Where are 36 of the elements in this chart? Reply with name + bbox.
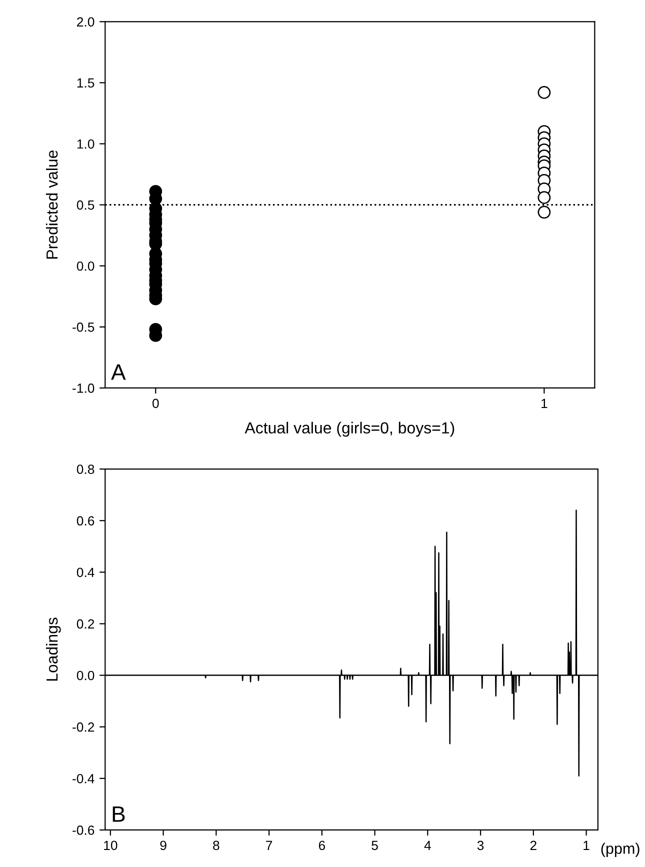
annotation: A <box>111 364 126 380</box>
y-axis-title: Predicted value <box>46 150 58 259</box>
y-tick-label: 0.0 <box>76 261 94 271</box>
y-tick-label: -0.6 <box>72 826 94 835</box>
x-tick-label: 2 <box>530 840 536 850</box>
x-tick-label: 7 <box>266 840 272 850</box>
x-tick-label: 3 <box>477 840 484 850</box>
y-tick-label: -0.2 <box>72 722 94 732</box>
x-tick-label: 10 <box>104 840 118 850</box>
point <box>538 206 551 219</box>
x-tick-label: 8 <box>213 840 220 850</box>
y-tick-label: 0.2 <box>76 619 94 629</box>
y-tick-label: -1.0 <box>72 384 94 393</box>
x-tick-label: 9 <box>160 840 166 850</box>
point <box>538 191 551 204</box>
y-tick-label: 0.6 <box>76 516 94 526</box>
y-tick-label: 0.5 <box>76 200 94 210</box>
y-axis-title: Loadings <box>46 618 61 681</box>
y-tick-label: 2.0 <box>77 17 94 27</box>
point <box>538 86 551 99</box>
x-tick-label: 4 <box>424 840 431 850</box>
y-tick-label: -0.5 <box>72 322 94 332</box>
y-tick-label: 1.0 <box>77 139 94 149</box>
x-axis-title: Actual value (girls=0, boys=1) <box>244 422 454 437</box>
y-tick-label: -0.4 <box>72 774 94 784</box>
x-tick-label: 1 <box>584 840 590 850</box>
x-tick-label: 0 <box>152 398 159 408</box>
x-tick-label: 5 <box>372 840 378 850</box>
y-tick-label: 0.0 <box>76 670 94 680</box>
y-tick-label: 1.5 <box>77 78 94 88</box>
y-tick-label: 0.4 <box>76 568 94 578</box>
annotation: B <box>112 806 125 822</box>
x-axis-title: (ppm) <box>601 842 640 857</box>
x-tick-label: 1 <box>542 398 548 408</box>
x-tick-label: 6 <box>318 840 326 850</box>
y-tick-label: 0.8 <box>76 464 94 474</box>
